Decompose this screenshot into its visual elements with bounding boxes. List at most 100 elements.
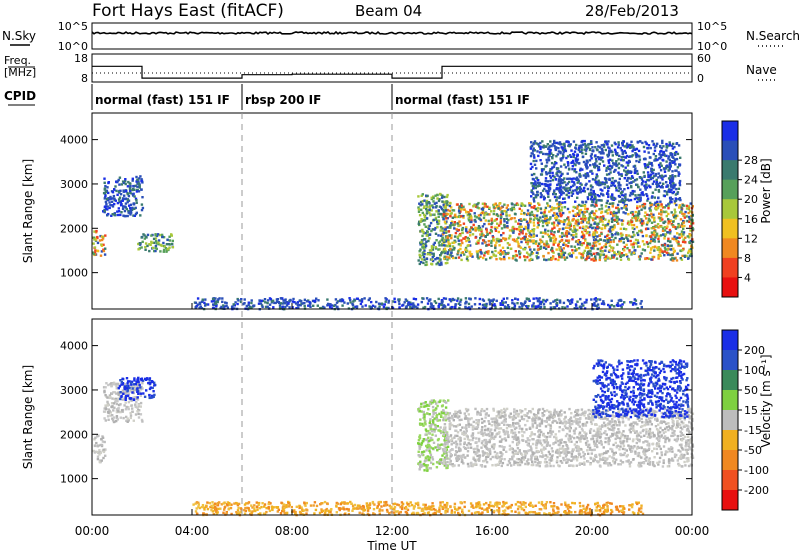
echo-cell: [639, 229, 643, 232]
echo-cell: [581, 220, 585, 224]
echo-cell: [609, 230, 612, 233]
echo-cell: [518, 305, 521, 309]
echo-cell: [562, 247, 565, 250]
echo-cell: [539, 461, 542, 464]
echo-cell: [513, 306, 516, 309]
echo-cell: [632, 233, 636, 237]
echo-cell: [520, 225, 523, 228]
echo-cell: [122, 197, 125, 200]
echo-cell: [198, 301, 201, 304]
echo-cell: [578, 226, 582, 229]
echo-cell: [563, 149, 567, 152]
echo-cell: [621, 223, 624, 226]
y-tick-label: 1000: [60, 267, 88, 280]
echo-cell: [436, 193, 439, 197]
echo-cell: [639, 302, 642, 305]
echo-cell: [594, 238, 597, 241]
echo-cell: [403, 301, 406, 304]
echo-cell: [558, 240, 562, 243]
echo-cell: [642, 202, 646, 206]
echo-cell: [428, 444, 431, 447]
echo-cell: [431, 401, 434, 404]
echo-cell: [617, 143, 620, 146]
echo-cell: [506, 221, 509, 225]
echo-cell: [581, 143, 585, 146]
echo-cell: [568, 187, 571, 190]
echo-cell: [657, 185, 660, 188]
echo-cell: [136, 410, 139, 413]
echo-cell: [441, 454, 444, 457]
echo-cell: [428, 224, 431, 227]
echo-cell: [638, 196, 641, 200]
echo-cell: [571, 249, 574, 252]
echo-cell: [511, 206, 514, 209]
echo-cell: [456, 253, 459, 256]
echo-cell: [571, 229, 574, 232]
echo-cell: [465, 210, 468, 213]
echo-cell: [530, 182, 533, 185]
echo-cell: [542, 198, 546, 201]
echo-cell: [668, 141, 671, 144]
echo-cell: [648, 214, 651, 217]
echo-cell: [578, 305, 582, 308]
echo-cell: [108, 201, 111, 204]
echo-cell: [633, 227, 636, 231]
echo-cell: [431, 456, 434, 459]
echo-cell: [689, 248, 693, 251]
echo-cell: [120, 183, 124, 186]
echo-cell: [434, 232, 438, 235]
echo-cell: [466, 214, 469, 217]
echo-cell: [154, 237, 158, 240]
echo-cell: [499, 213, 503, 217]
echo-cell: [617, 184, 620, 187]
echo-cell: [554, 213, 557, 216]
echo-cell: [107, 197, 110, 200]
echo-cell: [104, 404, 107, 407]
echo-cell: [596, 298, 599, 301]
echo-cell: [511, 299, 514, 302]
echo-cell: [573, 168, 577, 171]
echo-cell: [623, 436, 627, 440]
echo-cell: [423, 216, 427, 219]
echo-cell: [631, 303, 635, 306]
echo-cell: [656, 206, 660, 210]
echo-cell: [598, 256, 602, 259]
echo-cell: [441, 230, 445, 233]
echo-cell: [600, 158, 603, 161]
echo-cell: [572, 181, 576, 184]
echo-cell: [483, 303, 486, 306]
echo-cell: [457, 210, 461, 213]
echo-cell: [617, 158, 620, 161]
echo-cell: [568, 435, 572, 439]
echo-cell: [541, 231, 545, 234]
echo-cell: [614, 179, 617, 183]
echo-cell: [431, 438, 434, 442]
echo-cell: [656, 200, 659, 204]
echo-cell: [617, 181, 621, 184]
echo-cell: [599, 181, 602, 185]
echo-cell: [589, 141, 593, 144]
echo-cell: [688, 217, 691, 220]
echo-cell: [482, 206, 485, 210]
echo-cell: [456, 236, 460, 240]
echo-cell: [582, 160, 586, 164]
echo-cell: [659, 247, 662, 250]
echo-cell: [565, 239, 569, 242]
echo-cell: [676, 192, 679, 195]
echo-cell: [247, 303, 250, 306]
echo-cell: [506, 242, 510, 245]
echo-cell: [273, 301, 276, 305]
echo-cell: [567, 164, 570, 167]
echo-cell: [573, 170, 576, 173]
echo-cell: [623, 451, 626, 455]
echo-cell: [194, 301, 198, 304]
echo-cell: [653, 149, 657, 152]
echo-cell: [590, 258, 593, 261]
echo-cell: [629, 143, 632, 147]
echo-cell: [660, 176, 663, 179]
echo-cell: [434, 446, 437, 449]
echo-cell: [144, 248, 147, 251]
echo-cell: [572, 155, 575, 159]
echo-cell: [113, 197, 116, 200]
echo-cell: [443, 211, 446, 214]
